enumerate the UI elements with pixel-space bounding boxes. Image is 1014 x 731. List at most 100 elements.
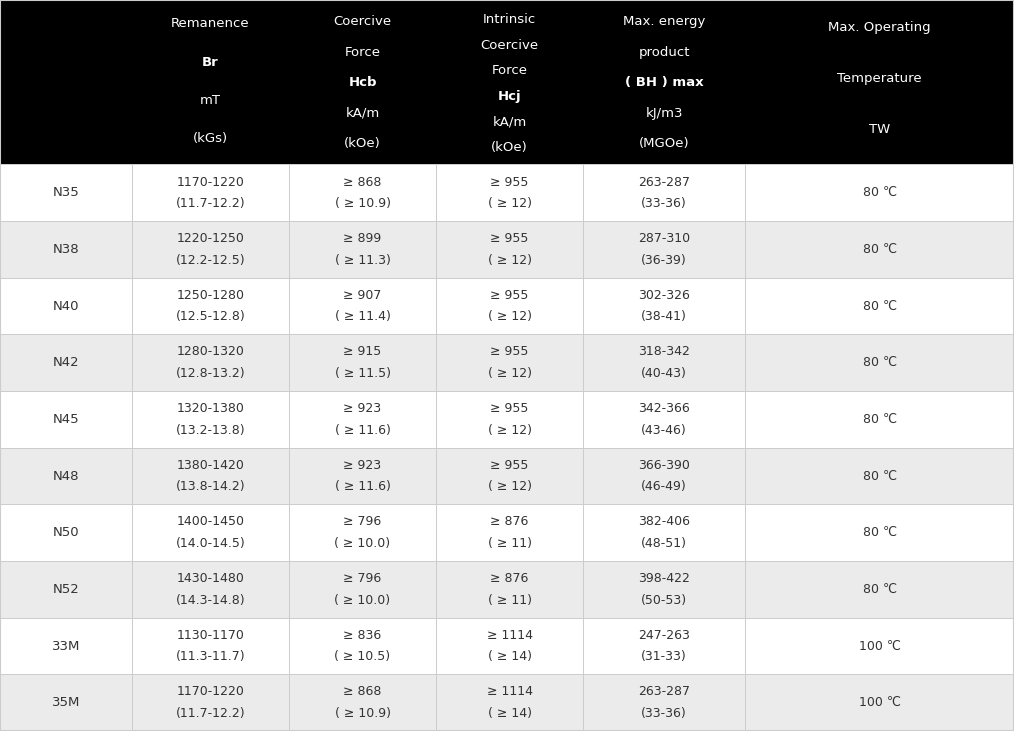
Text: (50-53): (50-53)	[641, 594, 687, 607]
Text: (12.5-12.8): (12.5-12.8)	[175, 311, 245, 323]
Text: 1400-1450: 1400-1450	[176, 515, 244, 529]
Text: (11.7-12.2): (11.7-12.2)	[175, 707, 245, 720]
Bar	[0, 447, 1014, 504]
Text: ( ≥ 11.4): ( ≥ 11.4)	[335, 311, 390, 323]
Text: 35M: 35M	[52, 696, 80, 709]
Text: N35: N35	[53, 186, 79, 200]
Text: mT: mT	[200, 94, 221, 107]
Text: Intrinsic: Intrinsic	[483, 13, 536, 26]
Text: (31-33): (31-33)	[641, 651, 687, 663]
Text: (kOe): (kOe)	[344, 137, 381, 151]
Text: ≥ 915: ≥ 915	[344, 346, 381, 358]
Text: ( ≥ 12): ( ≥ 12)	[488, 254, 531, 267]
Text: ( ≥ 12): ( ≥ 12)	[488, 424, 531, 436]
Text: Max. energy: Max. energy	[623, 15, 706, 28]
Text: 1130-1170: 1130-1170	[176, 629, 244, 642]
Text: N52: N52	[53, 583, 79, 596]
Bar	[0, 221, 1014, 278]
Text: product: product	[639, 45, 690, 58]
Text: Hcj: Hcj	[498, 90, 521, 103]
Text: 1430-1480: 1430-1480	[176, 572, 244, 585]
Text: (48-51): (48-51)	[641, 537, 687, 550]
Text: 263-287: 263-287	[638, 686, 691, 698]
Text: 33M: 33M	[52, 640, 80, 653]
Text: N50: N50	[53, 526, 79, 539]
Text: (MGOe): (MGOe)	[639, 137, 690, 151]
Text: 302-326: 302-326	[638, 289, 691, 302]
Text: N48: N48	[53, 469, 79, 482]
Text: Force: Force	[345, 45, 380, 58]
Text: (11.3-11.7): (11.3-11.7)	[175, 651, 245, 663]
Text: 80 ℃: 80 ℃	[863, 356, 896, 369]
Text: ≥ 868: ≥ 868	[344, 175, 381, 189]
Text: 342-366: 342-366	[638, 402, 691, 415]
Bar	[0, 618, 1014, 674]
Text: TW: TW	[869, 123, 890, 136]
Text: (36-39): (36-39)	[641, 254, 687, 267]
Text: 382-406: 382-406	[638, 515, 691, 529]
Text: ≥ 955: ≥ 955	[491, 175, 528, 189]
Text: ≥ 796: ≥ 796	[344, 515, 381, 529]
Text: Force: Force	[492, 64, 527, 77]
Text: (46-49): (46-49)	[641, 480, 687, 493]
Text: Br: Br	[202, 56, 219, 69]
Text: Coercive: Coercive	[334, 15, 391, 28]
Text: 80 ℃: 80 ℃	[863, 413, 896, 426]
Text: N45: N45	[53, 413, 79, 426]
Text: (kOe): (kOe)	[491, 141, 528, 154]
Text: Hcb: Hcb	[348, 76, 377, 89]
Bar	[0, 278, 1014, 335]
Text: ≥ 955: ≥ 955	[491, 346, 528, 358]
Text: ≥ 796: ≥ 796	[344, 572, 381, 585]
Text: N38: N38	[53, 243, 79, 256]
Text: (14.3-14.8): (14.3-14.8)	[175, 594, 245, 607]
Text: Max. Operating: Max. Operating	[828, 21, 931, 34]
Text: Coercive: Coercive	[481, 39, 538, 52]
Bar	[0, 561, 1014, 618]
Text: ( BH ) max: ( BH ) max	[625, 76, 704, 89]
Bar	[0, 164, 1014, 221]
Text: ( ≥ 11.3): ( ≥ 11.3)	[335, 254, 390, 267]
Text: ( ≥ 12): ( ≥ 12)	[488, 311, 531, 323]
Text: kA/m: kA/m	[493, 115, 526, 129]
Text: kJ/m3: kJ/m3	[646, 107, 682, 120]
Text: (12.2-12.5): (12.2-12.5)	[175, 254, 245, 267]
Bar	[0, 674, 1014, 731]
Text: ( ≥ 14): ( ≥ 14)	[488, 651, 531, 663]
Text: ≥ 923: ≥ 923	[344, 459, 381, 471]
Text: Temperature: Temperature	[838, 72, 922, 85]
Text: ( ≥ 12): ( ≥ 12)	[488, 367, 531, 380]
Text: ≥ 923: ≥ 923	[344, 402, 381, 415]
Text: ( ≥ 10.0): ( ≥ 10.0)	[335, 594, 390, 607]
Text: 1280-1320: 1280-1320	[176, 346, 244, 358]
Text: ≥ 899: ≥ 899	[344, 232, 381, 245]
Text: 80 ℃: 80 ℃	[863, 186, 896, 200]
Text: (13.2-13.8): (13.2-13.8)	[175, 424, 245, 436]
Text: (14.0-14.5): (14.0-14.5)	[175, 537, 245, 550]
Text: ( ≥ 11.6): ( ≥ 11.6)	[335, 424, 390, 436]
Text: ≥ 907: ≥ 907	[344, 289, 381, 302]
Text: kA/m: kA/m	[346, 107, 379, 120]
Text: (40-43): (40-43)	[641, 367, 687, 380]
Bar	[0, 0, 1014, 164]
Text: (33-36): (33-36)	[641, 197, 687, 210]
Text: 398-422: 398-422	[638, 572, 691, 585]
Text: 287-310: 287-310	[638, 232, 691, 245]
Text: ( ≥ 10.5): ( ≥ 10.5)	[335, 651, 390, 663]
Text: 80 ℃: 80 ℃	[863, 583, 896, 596]
Text: ≥ 955: ≥ 955	[491, 402, 528, 415]
Text: (13.8-14.2): (13.8-14.2)	[175, 480, 245, 493]
Text: ( ≥ 11.5): ( ≥ 11.5)	[335, 367, 390, 380]
Bar	[0, 504, 1014, 561]
Text: ( ≥ 11.6): ( ≥ 11.6)	[335, 480, 390, 493]
Text: ( ≥ 11): ( ≥ 11)	[488, 537, 531, 550]
Text: 100 ℃: 100 ℃	[859, 696, 900, 709]
Text: ( ≥ 10.0): ( ≥ 10.0)	[335, 537, 390, 550]
Text: ≥ 1114: ≥ 1114	[487, 686, 532, 698]
Text: ( ≥ 12): ( ≥ 12)	[488, 480, 531, 493]
Text: (11.7-12.2): (11.7-12.2)	[175, 197, 245, 210]
Text: 80 ℃: 80 ℃	[863, 526, 896, 539]
Text: ( ≥ 10.9): ( ≥ 10.9)	[335, 707, 390, 720]
Text: 263-287: 263-287	[638, 175, 691, 189]
Text: ( ≥ 12): ( ≥ 12)	[488, 197, 531, 210]
